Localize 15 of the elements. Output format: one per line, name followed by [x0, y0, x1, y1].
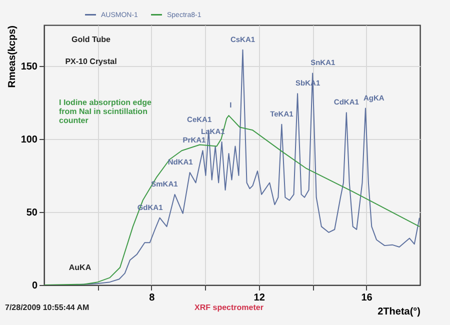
y-tick-label: 100 [20, 134, 38, 146]
x-axis-title: 2Theta(°) [378, 306, 420, 318]
x-tick-label: 16 [361, 292, 373, 304]
text: 7/28/2009 10:55:44 AM [5, 303, 90, 312]
y-tick-label: 50 [26, 207, 38, 218]
text: XRF spectrometer [194, 303, 264, 312]
annotation: AuKA [68, 263, 92, 272]
y-axis-title: Rmeas(kcps) [6, 26, 18, 88]
x-tick-label: 12 [254, 292, 266, 304]
x-tick-label: 8 [149, 292, 156, 304]
annotation: PX-10 Crystal [65, 57, 117, 66]
y-tick-label: 0 [32, 280, 38, 292]
y-tick-label: 150 [20, 61, 38, 72]
annotation: Gold Tube [72, 35, 112, 44]
annotation: I Iodine absorption edge from NaI in scintillation counter [59, 98, 152, 125]
